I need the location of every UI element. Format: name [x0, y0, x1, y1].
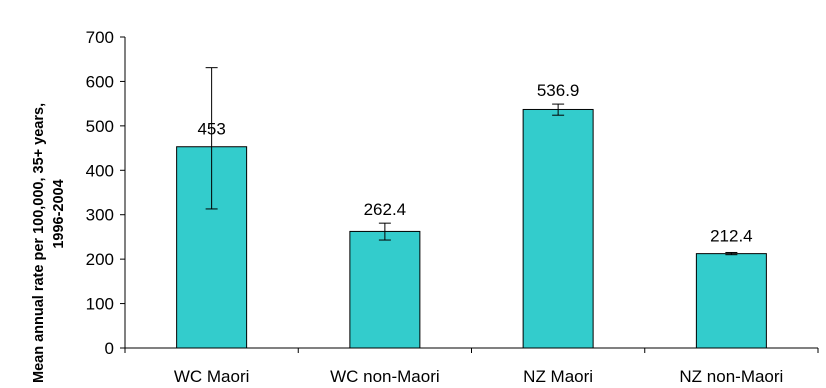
data-label: 262.4 — [364, 200, 407, 219]
y-axis-title-line1: Mean annual rate per 100,000, 35+ years, — [31, 103, 47, 383]
y-tick-label: 200 — [86, 250, 114, 269]
y-tick-label: 0 — [105, 339, 114, 358]
x-category-label: WC Maori — [174, 367, 250, 386]
plot-area: 0 100 200 300 400 500 600 700 453 WC Maori 262.4 WC… — [86, 28, 819, 386]
data-label: 212.4 — [710, 227, 753, 246]
y-tick-label: 600 — [86, 72, 114, 91]
y-tick-label: 700 — [86, 28, 114, 47]
x-category-label: WC non-Maori — [330, 367, 440, 386]
y-tick-label: 500 — [86, 117, 114, 136]
x-category-label: NZ non-Maori — [679, 367, 783, 386]
bar — [522, 108, 594, 349]
data-label: 536.9 — [537, 81, 580, 100]
y-tick-label: 300 — [86, 206, 114, 225]
y-tick-label: 400 — [86, 161, 114, 180]
bar — [349, 230, 421, 349]
y-tick-label: 100 — [86, 295, 114, 314]
y-axis-title-line2: 1996-2004 — [51, 179, 67, 248]
x-category-label: NZ Maori — [523, 367, 593, 386]
data-label: 453 — [197, 120, 225, 139]
bar — [695, 253, 767, 349]
